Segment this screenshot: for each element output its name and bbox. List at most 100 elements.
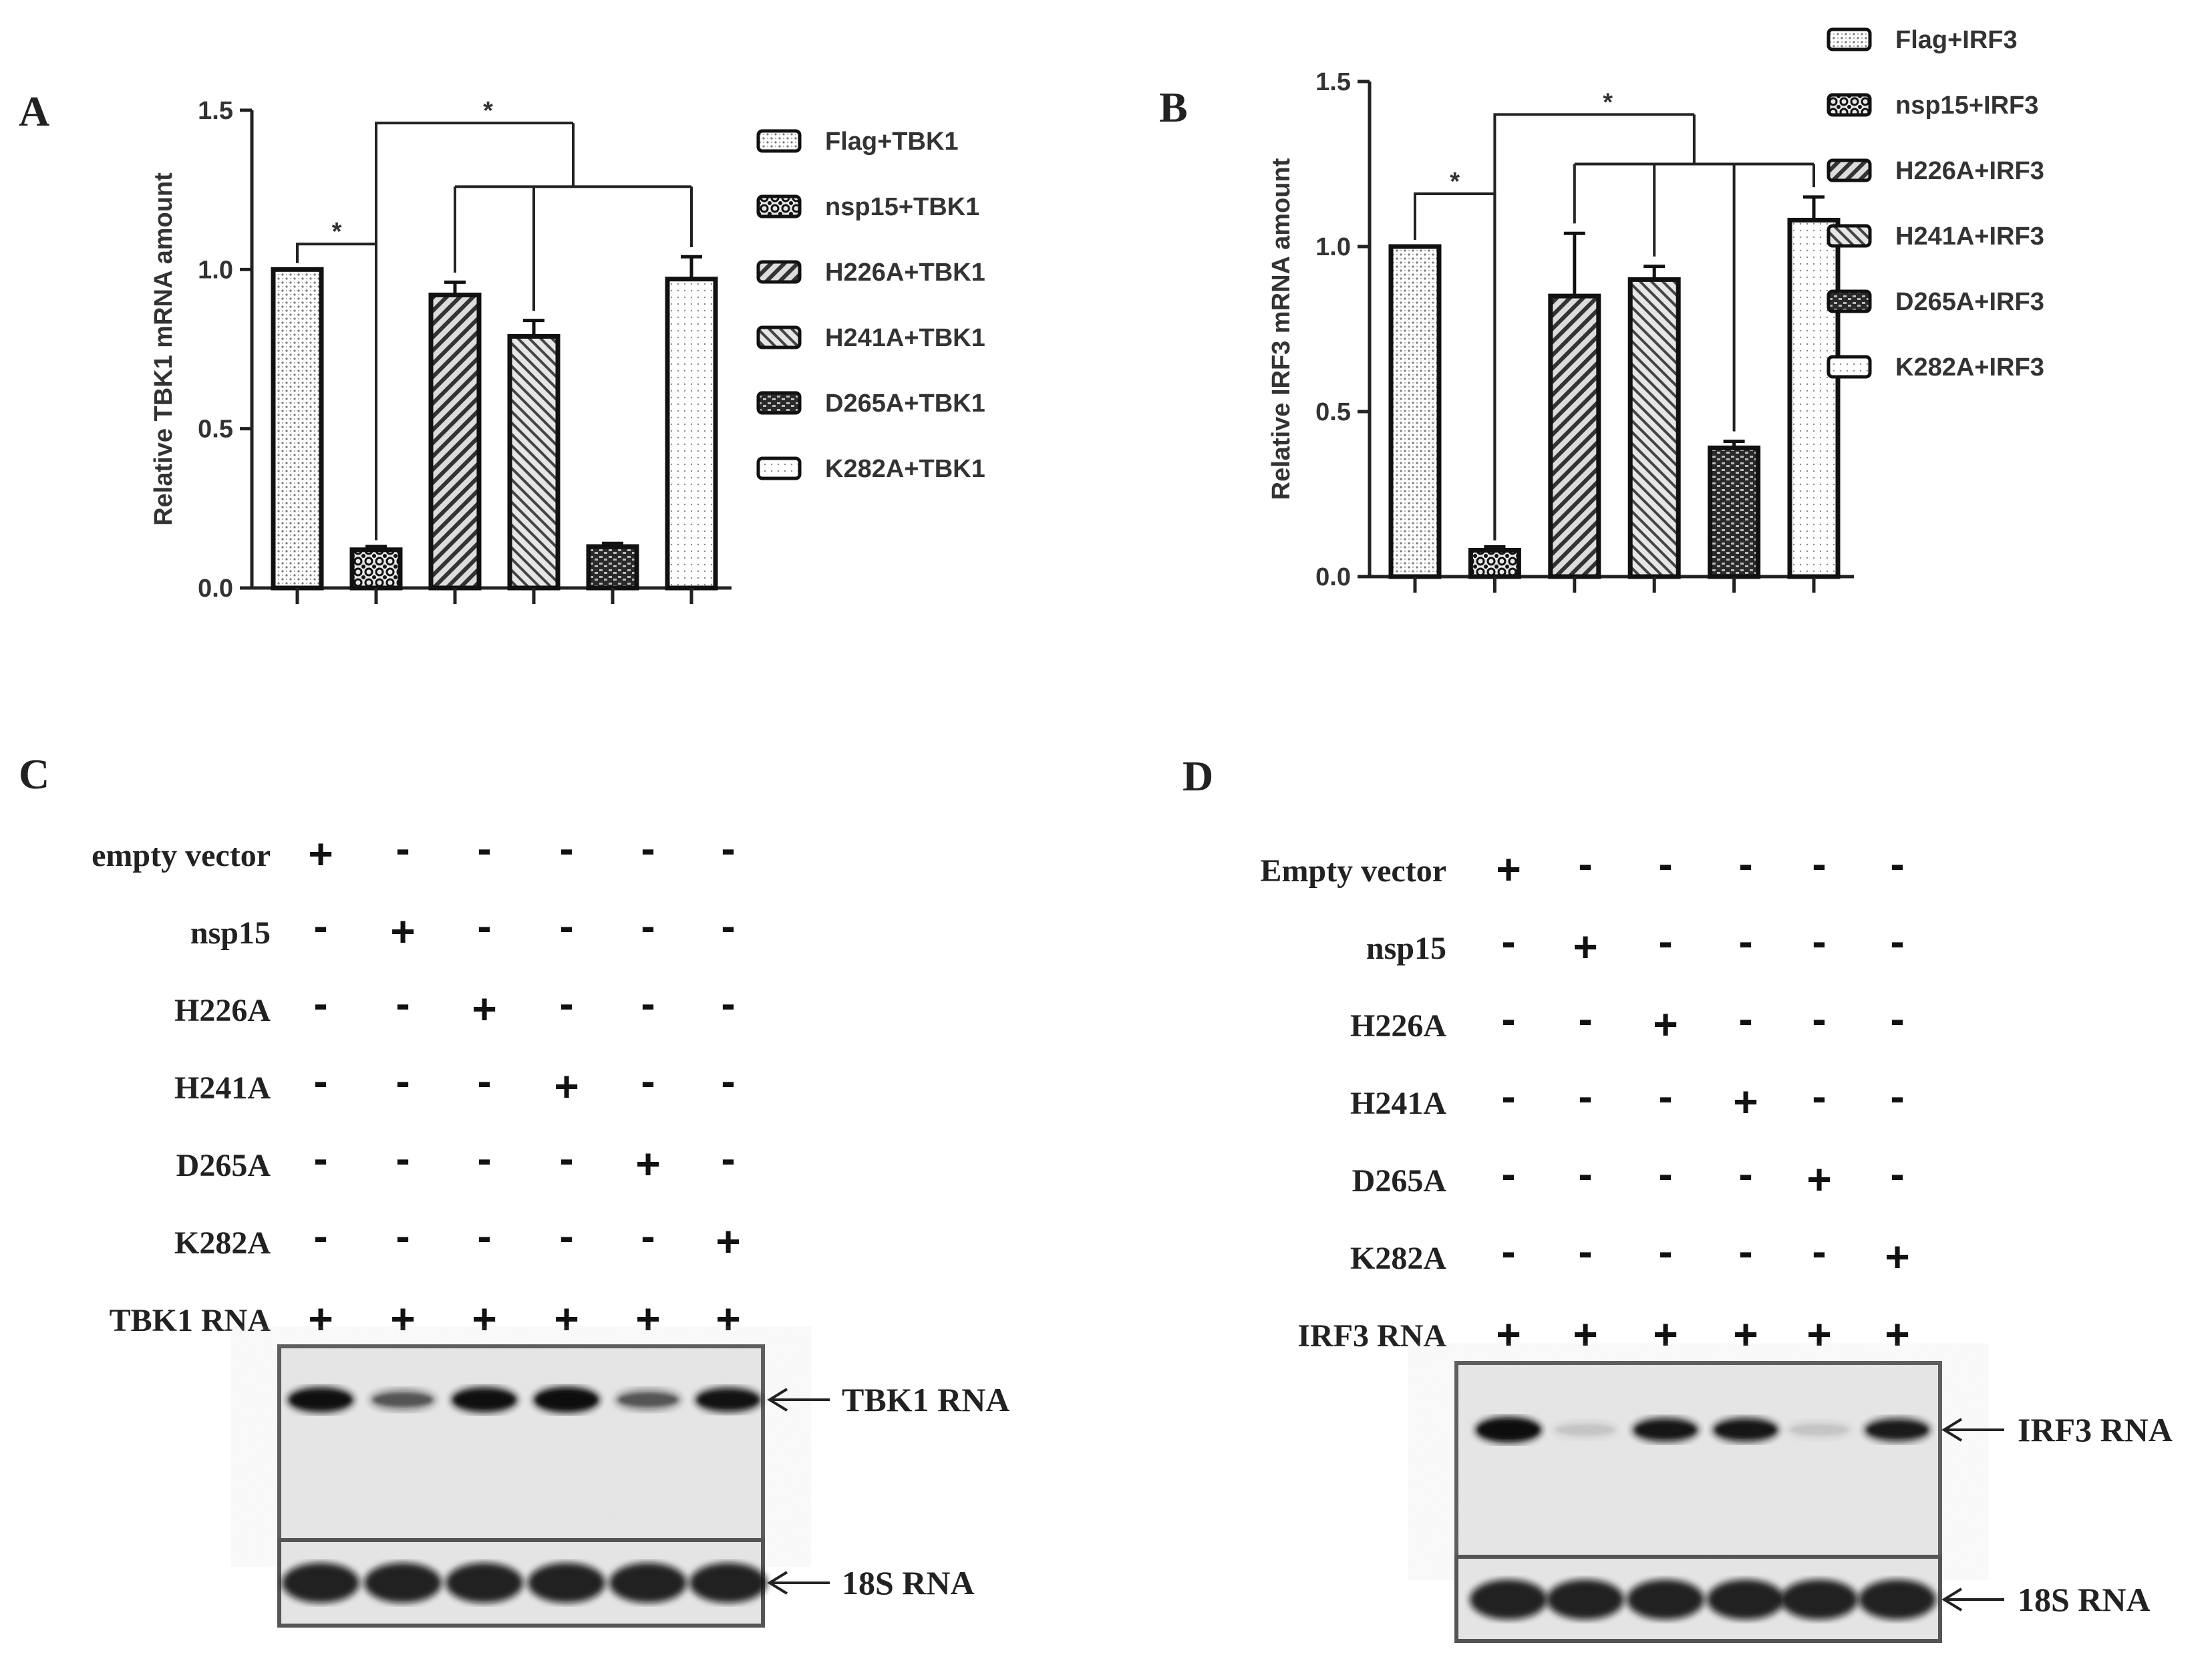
control-band xyxy=(1627,1579,1704,1620)
treatment-row-label: IRF3 RNA xyxy=(1297,1318,1446,1354)
treatment-mark: + xyxy=(1653,1000,1678,1048)
treatment-mark: + xyxy=(554,1295,579,1343)
bar xyxy=(1787,217,1841,579)
treatment-mark: - xyxy=(396,1057,410,1105)
target-band-core xyxy=(373,1393,432,1406)
arrow-head-icon xyxy=(1941,1418,1963,1442)
treatment-mark: - xyxy=(396,979,410,1028)
panel-letter-a: A xyxy=(19,88,49,135)
y-tick-label: 1.5 xyxy=(198,97,233,125)
treatment-row-label: K282A xyxy=(1350,1241,1446,1276)
northern-blot-d: Empty vector + - - - - - nsp15 - + - - - - H226A - - + - - -… xyxy=(1260,840,2173,1643)
control-band xyxy=(1470,1579,1547,1620)
treatment-mark: + xyxy=(716,1217,740,1265)
bar xyxy=(271,267,324,591)
gel-band-label: TBK1 RNA xyxy=(842,1381,1009,1418)
target-band-core xyxy=(1868,1422,1927,1438)
gel-band-label: 18S RNA xyxy=(2018,1581,2151,1618)
treatment-mark: - xyxy=(1738,917,1752,965)
gel-texture xyxy=(279,1346,763,1547)
bar xyxy=(349,547,403,591)
treatment-mark: + xyxy=(308,830,333,878)
treatment-mark: + xyxy=(1653,1310,1678,1358)
target-band-core xyxy=(1636,1422,1695,1438)
treatment-mark: - xyxy=(721,1135,735,1183)
legend-swatch xyxy=(1827,224,1872,248)
target-band-core xyxy=(291,1392,350,1408)
legend-swatch xyxy=(1827,27,1872,51)
treatment-row-label: H226A xyxy=(1350,1008,1446,1044)
significance-bracket-outer xyxy=(1493,113,1694,541)
treatment-mark: - xyxy=(1812,1072,1826,1120)
treatment-row-label: Empty vector xyxy=(1260,853,1446,889)
treatment-mark: - xyxy=(1578,1150,1592,1198)
target-band-core xyxy=(1556,1424,1615,1436)
legend-label: K282A+TBK1 xyxy=(825,455,985,483)
bar xyxy=(428,292,482,591)
treatment-mark: - xyxy=(396,1212,410,1260)
treatment-mark: + xyxy=(1885,1310,1909,1358)
bar xyxy=(665,277,718,591)
target-band-core xyxy=(699,1392,758,1408)
control-band xyxy=(1547,1579,1624,1620)
y-tick-label: 1.5 xyxy=(1315,68,1351,96)
treatment-mark: - xyxy=(721,902,735,950)
significance-star: * xyxy=(332,218,342,246)
treatment-mark: - xyxy=(1738,840,1752,888)
control-band xyxy=(364,1563,442,1603)
target-band-core xyxy=(619,1393,677,1406)
treatment-mark: - xyxy=(1658,917,1672,965)
treatment-mark: - xyxy=(477,1212,491,1260)
treatment-row-label: empty vector xyxy=(92,838,271,873)
legend-swatch xyxy=(1827,355,1872,379)
northern-blot-c: empty vector + - - - - - nsp15 - + - - - - H226A - - + - - -… xyxy=(92,824,1009,1628)
treatment-mark: + xyxy=(472,985,496,1033)
target-band-core xyxy=(537,1392,596,1408)
treatment-mark: + xyxy=(308,1295,333,1343)
bar xyxy=(1708,445,1761,579)
treatment-mark: - xyxy=(396,824,410,873)
legend-swatch xyxy=(756,391,802,415)
arrow-head-icon xyxy=(1941,1588,1963,1612)
y-tick-label: 0.0 xyxy=(1315,563,1351,591)
significance-bracket-group xyxy=(454,185,693,311)
treatment-row-label: H241A xyxy=(1350,1086,1446,1121)
y-tick-label: 1.0 xyxy=(1315,233,1351,261)
legend-swatch xyxy=(756,260,802,284)
treatment-mark: - xyxy=(1890,995,1904,1043)
legend-swatch xyxy=(1827,158,1872,182)
y-tick-label: 1.0 xyxy=(198,256,233,284)
target-band-core xyxy=(1790,1424,1849,1436)
target-band-core xyxy=(455,1392,514,1408)
treatment-mark: - xyxy=(1578,840,1592,888)
treatment-mark: - xyxy=(1658,1227,1672,1275)
control-band xyxy=(1707,1579,1784,1620)
legend-label: Flag+TBK1 xyxy=(825,128,959,156)
y-tick-label: 0.0 xyxy=(198,575,233,603)
treatment-mark: - xyxy=(1812,917,1826,965)
treatment-mark: - xyxy=(559,1212,573,1260)
treatment-mark: + xyxy=(1496,1310,1521,1358)
treatment-row-label: D265A xyxy=(176,1148,271,1183)
legend-label: nsp15+TBK1 xyxy=(825,193,979,221)
treatment-mark: - xyxy=(1658,840,1672,888)
legend-label: nsp15+IRF3 xyxy=(1895,92,2038,120)
treatment-mark: - xyxy=(313,1135,327,1183)
bar xyxy=(586,544,639,591)
treatment-mark: - xyxy=(1738,1150,1752,1198)
treatment-mark: - xyxy=(559,979,573,1028)
legend-swatch xyxy=(756,456,802,480)
gel-texture xyxy=(1456,1363,1940,1560)
legend-label: H226A+TBK1 xyxy=(825,259,985,287)
control-band xyxy=(528,1563,605,1603)
treatment-mark: - xyxy=(1578,1227,1592,1275)
control-band xyxy=(446,1563,523,1603)
arrow-head-icon xyxy=(767,1571,788,1595)
treatment-mark: - xyxy=(559,824,573,873)
treatment-row-label: D265A xyxy=(1352,1163,1447,1199)
treatment-mark: + xyxy=(635,1140,660,1188)
panel-letter-c: C xyxy=(19,750,49,798)
treatment-mark: - xyxy=(1501,1150,1515,1198)
treatment-mark: - xyxy=(1890,1150,1904,1198)
bar xyxy=(1548,293,1601,579)
